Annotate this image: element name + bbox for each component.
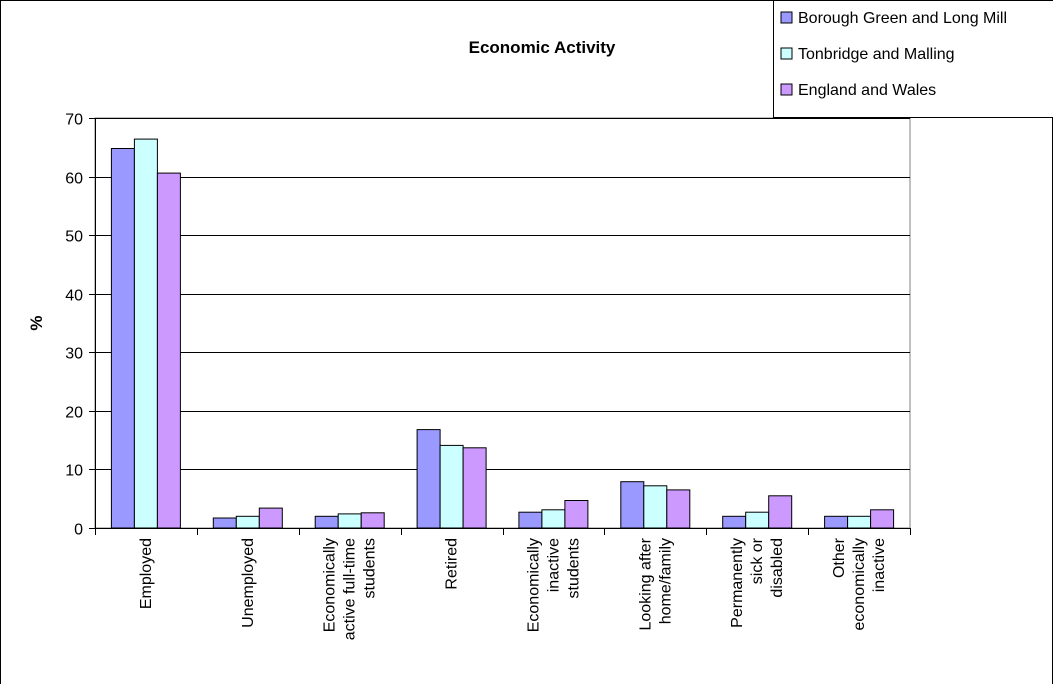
category-label-line: inactive xyxy=(545,538,562,592)
bar xyxy=(258,507,283,529)
category-label: Looking after home/family xyxy=(637,537,674,630)
bar xyxy=(768,495,793,529)
bar xyxy=(870,509,895,529)
category-label-line: Economically xyxy=(525,538,542,632)
bar xyxy=(745,511,770,529)
axes xyxy=(89,118,911,535)
category-label-line: Economically xyxy=(322,538,339,632)
bar xyxy=(847,515,872,529)
y-axis-label: % xyxy=(27,315,46,330)
bar xyxy=(337,513,362,529)
category-label: Employed xyxy=(138,538,155,609)
bar xyxy=(518,511,543,529)
category-label: Unemployed xyxy=(240,538,257,628)
bar xyxy=(360,512,385,529)
category-label-line: students xyxy=(362,538,379,598)
bar xyxy=(620,481,645,529)
bar xyxy=(133,138,158,529)
category-label-line: Unemployed xyxy=(240,538,257,628)
plot-area xyxy=(94,117,911,529)
y-tick-label: 30 xyxy=(65,346,83,363)
category-label-line: home/family xyxy=(657,538,674,624)
category-label-line: economically xyxy=(851,538,868,630)
bar xyxy=(110,148,135,529)
category-label: Permanently sick or disabled xyxy=(729,537,786,627)
category-label: Retired xyxy=(444,538,461,590)
y-tick-label: 20 xyxy=(65,405,83,422)
legend-label: Tonbridge and Malling xyxy=(798,46,955,63)
gridlines xyxy=(95,118,910,470)
legend-viewport: Borough Green and Long Mill Tonbridge and… xyxy=(773,0,1053,118)
chart-title: Economic Activity xyxy=(469,38,616,57)
category-label: Other economically inactive xyxy=(831,537,888,630)
bar xyxy=(824,515,849,529)
y-tick-labels: 0 10 20 30 40 50 60 70 xyxy=(65,112,83,539)
category-labels: Employed Unemployed Economically active ful… xyxy=(138,537,888,640)
bar xyxy=(643,485,668,529)
category-label: Economically inactive students xyxy=(525,538,582,632)
category-label-line: Other xyxy=(831,537,848,578)
legend-label: Borough Green and Long Mill xyxy=(798,10,1007,27)
category-label-line: students xyxy=(565,538,582,598)
legend-items: Borough Green and Long Mill Tonbridge and… xyxy=(780,10,1007,99)
y-tick-label: 0 xyxy=(74,522,83,539)
bar xyxy=(314,515,339,529)
category-label-line: active full-time xyxy=(342,538,359,640)
y-tick-label: 50 xyxy=(65,229,83,246)
bar xyxy=(541,509,566,529)
bar xyxy=(462,447,487,529)
bar xyxy=(212,517,237,529)
y-tick-label: 40 xyxy=(65,288,83,305)
legend-label: England and Wales xyxy=(798,82,936,99)
category-label: Economically active full-time students xyxy=(322,538,379,640)
bar xyxy=(439,444,464,529)
y-tick-label: 10 xyxy=(65,463,83,480)
bar xyxy=(416,429,441,529)
category-label-line: Retired xyxy=(444,538,461,590)
y-tick-label: 60 xyxy=(65,171,83,188)
category-label-line: disabled xyxy=(769,538,786,598)
legend-swatch xyxy=(780,11,793,24)
bar xyxy=(156,172,181,529)
category-label-line: sick or xyxy=(749,537,766,584)
category-label-line: Employed xyxy=(138,538,155,609)
bar xyxy=(235,515,260,529)
bar xyxy=(564,500,589,529)
category-label-line: Permanently xyxy=(729,538,746,628)
y-tick-label: 70 xyxy=(65,112,83,129)
legend: Borough Green and Long Mill Tonbridge and… xyxy=(773,0,1053,118)
category-label-line: Looking after xyxy=(637,537,654,630)
bar xyxy=(722,515,747,529)
legend-swatch xyxy=(780,47,793,60)
legend-box xyxy=(773,0,1053,118)
category-label-line: inactive xyxy=(871,538,888,592)
legend-swatch xyxy=(780,83,793,96)
bar xyxy=(666,489,691,529)
